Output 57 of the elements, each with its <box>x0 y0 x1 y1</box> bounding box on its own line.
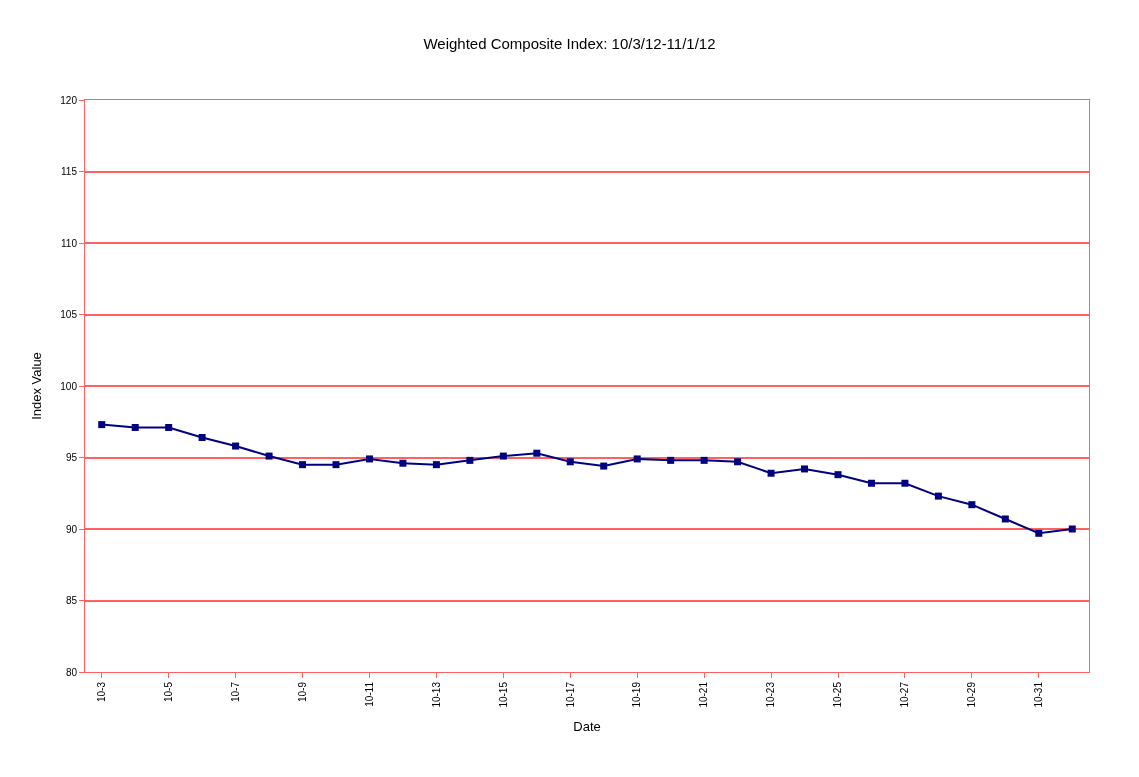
y-tick-label: 110 <box>61 237 78 249</box>
point <box>1068 525 1076 533</box>
y-tick-label: 120 <box>60 94 78 106</box>
point <box>165 423 173 431</box>
point <box>767 469 775 477</box>
x-tick-label: 10-5 <box>162 681 174 703</box>
point <box>934 492 942 500</box>
y-tick-label: 100 <box>60 380 78 392</box>
point <box>1001 515 1009 523</box>
point <box>1035 529 1043 537</box>
x-tick-label: 10-31 <box>1033 681 1045 708</box>
point <box>332 461 340 469</box>
point <box>299 461 307 469</box>
x-tick-label: 10-17 <box>564 681 576 708</box>
point <box>232 442 240 450</box>
x-tick-label: 10-21 <box>698 681 710 708</box>
x-tick-label: 10-29 <box>966 681 978 708</box>
y-axis-title: Index Value <box>29 352 45 420</box>
y-tick-label: 80 <box>65 666 78 678</box>
point <box>700 456 708 464</box>
x-tick-label: 10-25 <box>832 681 844 708</box>
point <box>667 456 675 464</box>
point <box>466 456 474 464</box>
point <box>867 479 875 487</box>
x-tick-label: 10-9 <box>296 681 308 703</box>
point <box>198 433 206 441</box>
x-tick-label: 10-19 <box>631 681 643 708</box>
point <box>399 459 407 467</box>
point <box>265 452 273 460</box>
y-tick-label: 85 <box>65 595 78 606</box>
point <box>734 458 742 466</box>
y-tick-label: 115 <box>61 166 78 177</box>
point <box>901 479 909 487</box>
point <box>98 421 106 429</box>
point <box>499 452 507 460</box>
x-axis-title: Date <box>573 719 601 735</box>
point <box>365 455 373 463</box>
point <box>801 465 809 473</box>
chart-title: Weighted Composite Index: 10/3/12-11/1/12 <box>423 35 716 53</box>
y-tick-label: 95 <box>65 452 78 463</box>
y-tick-label: 105 <box>60 309 78 320</box>
x-tick-label: 10-7 <box>229 681 241 703</box>
x-tick-label: 10-27 <box>899 681 911 708</box>
x-tick-label: 10-23 <box>765 681 777 708</box>
x-tick-label: 10-11 <box>363 681 375 707</box>
x-tick-label: 10-3 <box>95 681 107 703</box>
x-tick-label: 10-13 <box>430 681 442 708</box>
point <box>566 458 574 466</box>
point <box>600 462 608 470</box>
point <box>834 471 842 479</box>
x-tick-label: 10-15 <box>497 681 509 708</box>
point <box>968 501 976 509</box>
point <box>533 449 541 457</box>
point <box>432 461 440 469</box>
point <box>131 423 139 431</box>
point <box>633 455 641 463</box>
y-tick-label: 90 <box>65 523 78 535</box>
